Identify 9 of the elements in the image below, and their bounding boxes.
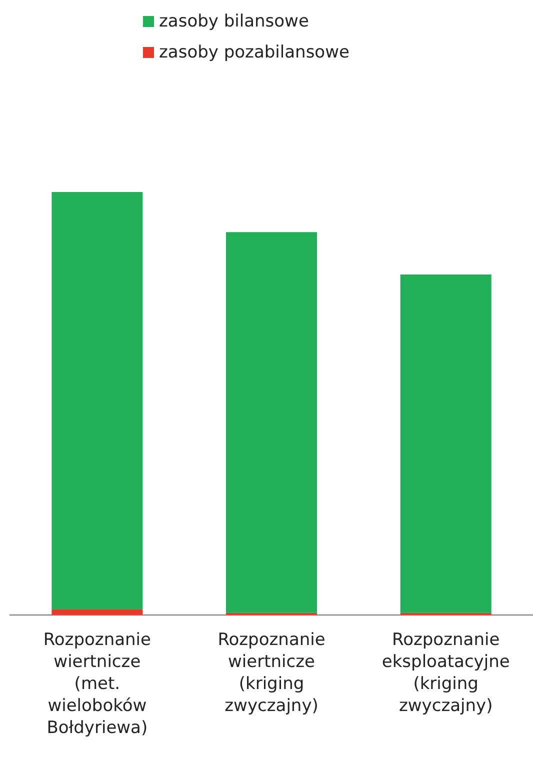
bar — [52, 609, 143, 615]
bar — [400, 274, 492, 613]
x-tick-label: Rozpoznanie eksploatacyjne (kriging zwyczajny) — [382, 630, 510, 716]
x-tick-label: Rozpoznanie wiertnicze (met. wieloboków Bołdyriewa) — [43, 630, 151, 738]
bar — [226, 232, 317, 613]
legend-label: zasoby pozabilansowe — [159, 42, 350, 62]
bar — [52, 192, 143, 610]
x-tick-label: Rozpoznanie wiertnicze (kriging zwyczajny) — [218, 630, 326, 716]
legend-label: zasoby bilansowe — [159, 12, 309, 32]
